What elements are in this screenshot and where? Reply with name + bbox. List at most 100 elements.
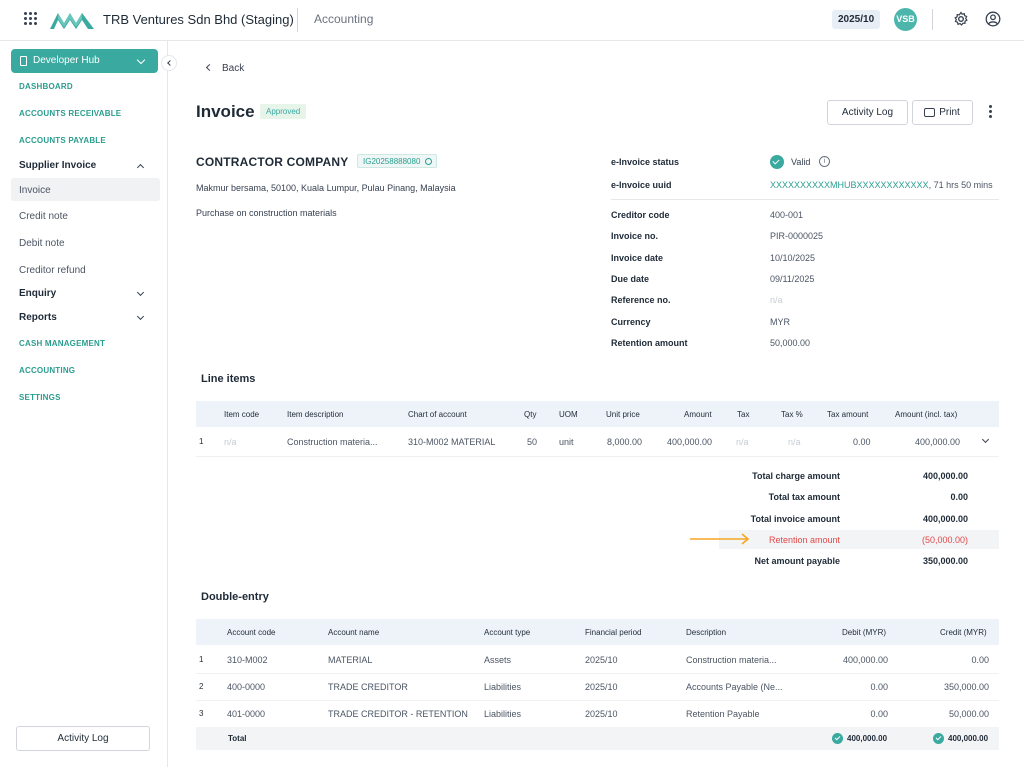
status-badge: Approved [260, 104, 307, 119]
avatar[interactable]: VSB [894, 8, 917, 31]
tax-cell: n/a [736, 437, 749, 447]
sidebar-activity-log-button[interactable]: Activity Log [16, 726, 150, 751]
back-link[interactable]: Back [205, 63, 244, 74]
account-type-cell: Liabilities [484, 709, 522, 719]
row-divider [196, 700, 999, 701]
sidebar-group-supplier-invoice[interactable]: Supplier Invoice [19, 160, 149, 172]
account-name-cell: MATERIAL [328, 655, 373, 665]
column-header[interactable]: Item description [287, 410, 344, 419]
sidebar-item-debit-note[interactable]: Debit note [19, 238, 65, 249]
chevron-down-icon [136, 288, 145, 297]
sidebar-active-highlight [11, 178, 160, 201]
invoice-description: Purchase on construction materials [196, 208, 337, 218]
column-header[interactable]: Tax % [781, 410, 803, 419]
header-divider [932, 9, 933, 30]
einvoice-uuid-link[interactable]: XXXXXXXXXXMHUBXXXXXXXXXXXX [770, 180, 929, 190]
supplier-tin: IG20258888080 [363, 157, 421, 166]
sidebar-group-enquiry[interactable]: Enquiry [19, 288, 149, 299]
document-icon [20, 56, 27, 66]
chevron-left-icon [167, 60, 173, 66]
description-cell: Accounts Payable (Ne... [686, 682, 783, 692]
info-icon[interactable]: i [819, 156, 830, 167]
total-tax-value: 0.00 [950, 492, 968, 502]
column-header[interactable]: Description [686, 628, 727, 637]
sidebar-item-accounts-receivable[interactable]: ACCOUNTS RECEIVABLE [19, 109, 122, 118]
sidebar-item-accounts-payable[interactable]: ACCOUNTS PAYABLE [19, 136, 106, 145]
sidebar-item-settings[interactable]: SETTINGS [19, 393, 61, 402]
supplier-tin-badge: IG20258888080 [357, 154, 438, 168]
more-options-icon[interactable] [989, 105, 993, 119]
row-number: 2 [199, 682, 204, 691]
row-divider [196, 456, 999, 457]
column-header[interactable]: Item code [224, 410, 260, 419]
print-button[interactable]: Print [912, 100, 973, 125]
company-name[interactable]: TRB Ventures Sdn Bhd (Staging) [103, 12, 294, 27]
period-badge[interactable]: 2025/10 [832, 10, 881, 29]
retention-amount-label: Retention amount [611, 338, 688, 348]
total-charge-label: Total charge amount [752, 471, 840, 481]
credit-cell: 0.00 [971, 655, 989, 665]
column-header[interactable]: Account name [328, 628, 380, 637]
sidebar-item-accounting[interactable]: ACCOUNTING [19, 366, 76, 375]
column-header[interactable]: Tax [737, 410, 750, 419]
column-header[interactable]: UOM [559, 410, 578, 419]
column-header[interactable]: Unit price [606, 410, 640, 419]
supplier-name: CONTRACTOR COMPANY [196, 155, 349, 169]
sidebar-item-creditor-refund[interactable]: Creditor refund [19, 265, 86, 276]
tax-pct-cell: n/a [788, 437, 801, 447]
column-header[interactable]: Amount (incl. tax) [895, 410, 958, 419]
unit-price-cell: 8,000.00 [607, 437, 643, 447]
item-description-cell: Construction materia... [287, 437, 378, 447]
item-code-cell: n/a [224, 437, 237, 447]
expand-row-icon[interactable] [981, 435, 990, 444]
retention-amount-value: 50,000.00 [770, 338, 811, 348]
column-header[interactable]: Debit (MYR) [842, 628, 887, 637]
net-payable-value: 350,000.00 [922, 556, 968, 566]
currency-label: Currency [611, 317, 651, 327]
chevron-left-icon [205, 63, 214, 72]
app-grid-icon[interactable] [24, 12, 38, 26]
row-number: 1 [199, 655, 204, 664]
collapse-sidebar-button[interactable] [161, 55, 177, 71]
sidebar-item-credit-note[interactable]: Credit note [19, 211, 68, 222]
einvoice-uuid: XXXXXXXXXXMHUBXXXXXXXXXXXX, 71 hrs 50 mi… [770, 180, 993, 190]
creditor-code-label: Creditor code [611, 210, 670, 220]
total-debit: 400,000.00 [847, 734, 888, 743]
gear-icon[interactable] [953, 11, 969, 27]
print-label: Print [939, 107, 960, 118]
invoice-date-value: 10/10/2025 [770, 253, 816, 263]
check-circle-icon [832, 733, 843, 744]
total-credit: 400,000.00 [948, 734, 989, 743]
description-cell: Construction materia... [686, 655, 777, 665]
sidebar-group-reports[interactable]: Reports [19, 312, 149, 323]
user-icon[interactable] [985, 11, 1001, 27]
sidebar: Developer Hub DASHBOARD ACCOUNTS RECEIVA… [0, 41, 177, 767]
column-header[interactable]: Qty [524, 410, 537, 419]
account-code-cell: 401-0000 [227, 709, 266, 719]
column-header[interactable]: Credit (MYR) [940, 628, 987, 637]
financial-period-cell: 2025/10 [585, 655, 618, 665]
sidebar-item-cash-management[interactable]: CASH MANAGEMENT [19, 339, 106, 348]
total-invoice-label: Total invoice amount [750, 514, 840, 524]
sidebar-item-dashboard[interactable]: DASHBOARD [19, 82, 73, 91]
account-name-cell: TRADE CREDITOR [328, 682, 408, 692]
row-number: 3 [199, 709, 204, 718]
column-header[interactable]: Financial period [585, 628, 642, 637]
column-header[interactable]: Tax amount [827, 410, 869, 419]
invoice-date-label: Invoice date [611, 253, 664, 263]
account-type-cell: Assets [484, 655, 512, 665]
tax-amount-cell: 0.00 [853, 437, 871, 447]
double-entry-table-header: Account code Account name Account type F… [196, 619, 999, 645]
net-payable-label: Net amount payable [754, 556, 840, 566]
developer-hub-button[interactable]: Developer Hub [11, 49, 158, 73]
column-header[interactable]: Account type [484, 628, 531, 637]
column-header[interactable]: Account code [227, 628, 276, 637]
chevron-down-icon [136, 55, 146, 65]
divider [611, 199, 999, 200]
credit-cell: 50,000.00 [948, 709, 989, 719]
uom-cell: unit [559, 437, 574, 447]
column-header[interactable]: Amount [684, 410, 712, 419]
sidebar-item-invoice[interactable]: Invoice [19, 185, 51, 196]
activity-log-button[interactable]: Activity Log [827, 100, 908, 125]
column-header[interactable]: Chart of account [408, 410, 467, 419]
